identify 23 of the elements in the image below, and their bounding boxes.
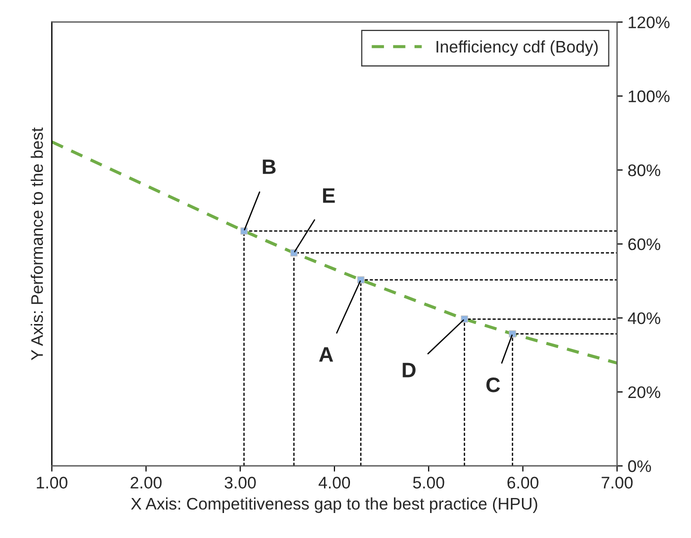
x-tick-label: 1.00 xyxy=(36,476,68,489)
annotation: C xyxy=(486,377,500,392)
y-axis-title: Y Axis: Performance to the best xyxy=(30,128,43,360)
x-tick-label: 7.00 xyxy=(602,476,633,489)
y-tick-label: 100% xyxy=(628,90,670,102)
x-axis-title: X Axis: Competitiveness gap to the best practice (HPU) xyxy=(131,497,538,513)
y-tick-label: 0% xyxy=(628,460,651,472)
y-tick-label: 40% xyxy=(628,312,660,324)
x-tick-label: 5.00 xyxy=(413,476,444,489)
x-tick-label: 3.00 xyxy=(224,476,256,489)
annotation: D xyxy=(402,362,416,378)
annotation: E xyxy=(323,188,335,203)
point xyxy=(357,276,364,284)
y-tick-label: 60% xyxy=(628,238,660,250)
annotation: B xyxy=(262,160,276,174)
y-tick-label: 20% xyxy=(628,386,660,398)
y-tick-label: 120% xyxy=(628,16,670,28)
x-tick-label: 2.00 xyxy=(130,476,162,489)
annotation: A xyxy=(319,347,334,362)
x-tick-label: 6.00 xyxy=(507,476,538,489)
x-tick-label: 4.00 xyxy=(318,476,350,489)
y-tick-label: 80% xyxy=(628,164,660,176)
legend-label: Inefficiency cdf (Body) xyxy=(436,40,598,56)
